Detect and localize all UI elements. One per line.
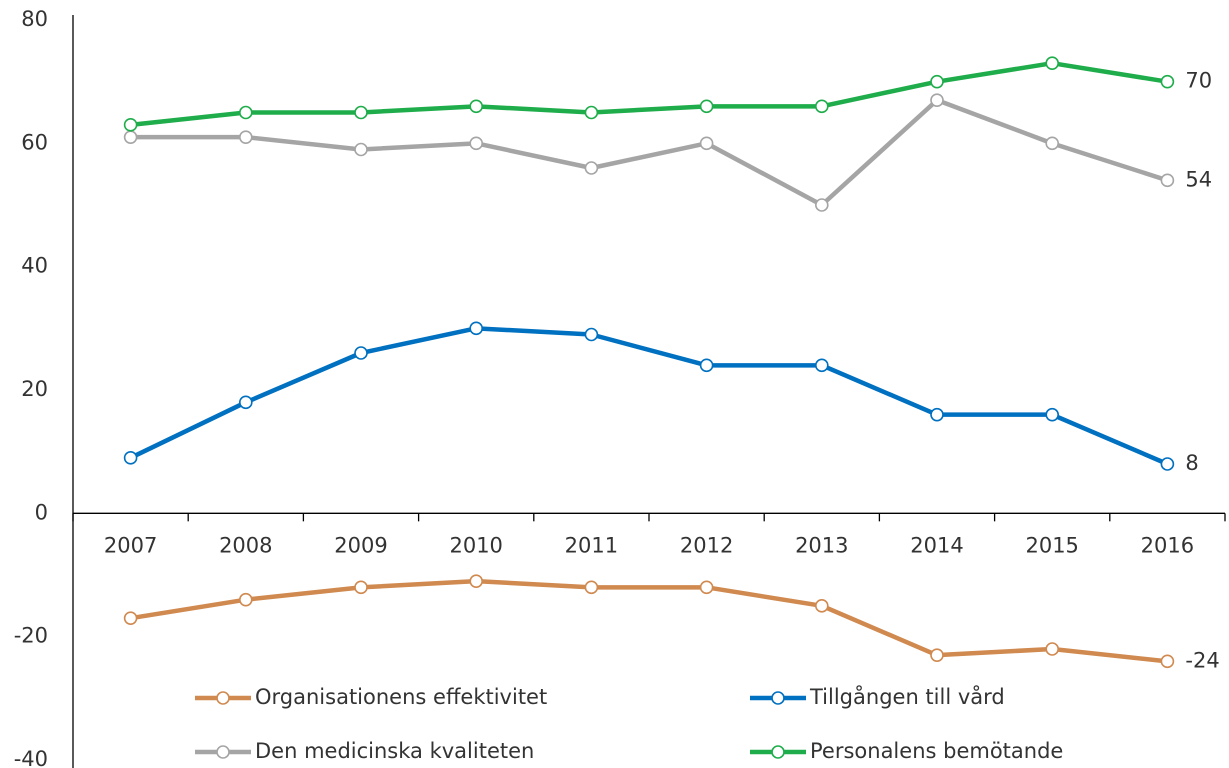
marker	[123, 130, 138, 144]
legend-marker	[216, 691, 230, 705]
legend-label: Personalens bemötande	[810, 739, 1063, 763]
marker	[354, 346, 368, 360]
marker	[1045, 136, 1059, 151]
series-line	[130, 97, 1169, 208]
marker	[699, 136, 714, 151]
marker	[354, 142, 368, 157]
y-tick-label: 40	[21, 254, 48, 278]
marker	[239, 105, 253, 120]
marker	[1160, 173, 1175, 188]
y-tick-label: 20	[21, 377, 48, 401]
end-label: 54	[1185, 167, 1212, 191]
x-tick-label: 2008	[219, 533, 272, 557]
marker	[699, 580, 714, 595]
marker	[584, 580, 599, 595]
marker	[469, 136, 484, 151]
marker	[699, 358, 714, 373]
x-tick-label: 2011	[565, 533, 618, 557]
marker	[814, 99, 829, 114]
marker	[239, 592, 253, 607]
marker	[123, 118, 138, 132]
series-line	[130, 60, 1168, 128]
marker	[469, 574, 484, 588]
marker	[930, 407, 944, 422]
marker	[239, 130, 253, 144]
marker	[584, 105, 599, 120]
end-label: 8	[1185, 451, 1198, 475]
marker	[1160, 74, 1175, 89]
x-tick-label: 2014	[910, 533, 963, 557]
marker	[1045, 56, 1059, 70]
y-tick-label: 0	[35, 500, 48, 524]
marker	[354, 580, 368, 595]
marker	[1045, 642, 1059, 656]
legend-label: Den medicinska kvaliteten	[255, 739, 534, 763]
series-line	[130, 578, 1168, 664]
legend-label: Organisationens effektivitet	[255, 685, 547, 709]
x-tick-label: 2007	[104, 533, 157, 557]
marker	[584, 161, 599, 175]
marker	[239, 395, 253, 410]
y-tick-label: -40	[14, 747, 48, 768]
marker	[123, 451, 138, 465]
x-tick-label: 2013	[795, 533, 848, 557]
y-tick-label: -20	[14, 624, 48, 648]
marker	[469, 99, 484, 114]
marker	[930, 93, 944, 107]
marker	[814, 599, 829, 613]
legend-marker	[771, 745, 785, 759]
legend-marker	[216, 745, 230, 759]
marker	[930, 648, 944, 662]
marker	[699, 99, 714, 114]
x-tick-label: 2010	[449, 533, 502, 557]
series-line	[129, 326, 1169, 467]
x-tick-label: 2016	[1141, 533, 1194, 557]
end-label: -24	[1185, 648, 1219, 672]
marker	[1045, 407, 1059, 422]
y-tick-label: 60	[21, 130, 48, 154]
legend-label: Tillgången till vård	[809, 684, 1005, 709]
x-tick-label: 2015	[1025, 533, 1078, 557]
legend-marker	[771, 691, 785, 705]
marker	[930, 74, 944, 89]
marker	[814, 198, 829, 212]
marker	[1160, 654, 1175, 669]
marker	[584, 327, 599, 342]
y-tick-label: 80	[21, 7, 48, 31]
marker	[1160, 457, 1175, 471]
end-label: 70	[1185, 69, 1212, 93]
marker	[123, 611, 138, 625]
x-tick-label: 2012	[680, 533, 733, 557]
marker	[354, 105, 368, 120]
marker	[469, 321, 484, 336]
x-tick-label: 2009	[334, 533, 387, 557]
marker	[814, 358, 829, 373]
